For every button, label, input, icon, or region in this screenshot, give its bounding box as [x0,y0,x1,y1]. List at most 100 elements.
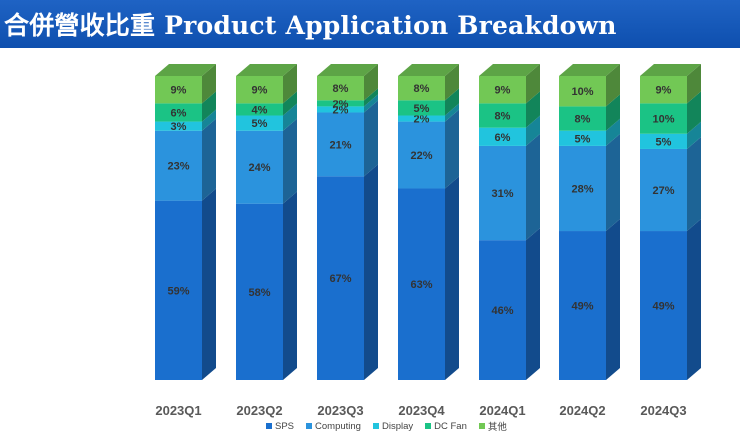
category-label: 2024Q3 [640,403,686,418]
legend-swatch [478,423,485,429]
bar-front [559,145,606,232]
bar-segment-Display-2023Q3: 2% [317,94,378,116]
bar-front [559,231,606,380]
bar-side [283,118,297,204]
bar-side [202,109,216,131]
bar-segment-DC Fan-2023Q3: 2% [317,88,378,110]
data-label: 63% [410,279,432,291]
bar-side [202,118,216,201]
bar-segment-Computing-2023Q1: 23% [155,118,216,201]
bar-segment-SPS-2024Q1: 46% [479,228,540,380]
bar-front [640,148,687,232]
legend-label: Computing [315,420,361,432]
bar-side [364,164,378,380]
bar-front [236,76,283,104]
data-label: 10% [571,86,593,98]
bar-segment-Display-2024Q3: 5% [640,121,701,149]
bar-top [559,64,620,76]
bar-side [445,176,459,380]
bar-segment-其他-2023Q4: 8% [398,64,459,101]
bar-group-2024Q2: 49% 28% 5% 8% 10% 2024Q2 [559,64,620,418]
bar-segment-SPS-2023Q3: 67% [317,164,378,380]
legend-swatch [306,423,313,429]
category-label: 2023Q2 [236,403,282,418]
bar-group-2024Q3: 49% 27% 5% 10% 9% 2024Q3 [640,64,701,418]
bar-front [559,76,606,107]
category-label: 2024Q1 [479,403,525,418]
data-label: 23% [167,161,189,173]
data-label: 67% [329,273,351,285]
bar-front [236,103,283,116]
bar-side [202,64,216,104]
bar-front [317,76,364,101]
bar-front [479,145,526,241]
bar-segment-Computing-2023Q4: 22% [398,109,459,189]
bar-front [398,115,445,122]
data-label: 28% [571,183,593,195]
data-label: 2% [333,98,349,110]
bar-segment-Display-2024Q2: 5% [559,118,620,146]
bar-front [640,231,687,380]
data-label: 8% [333,83,349,95]
bar-segment-DC Fan-2024Q1: 8% [479,91,540,128]
data-label: 9% [656,85,672,97]
legend-label: SPS [275,420,295,432]
bar-front [236,115,283,131]
bar-segment-其他-2023Q3: 8% [317,64,378,101]
bar-front [479,127,526,146]
bar-segment-Display-2024Q1: 6% [479,115,540,146]
bar-segment-DC Fan-2024Q2: 8% [559,94,620,131]
data-label: 2% [333,104,349,116]
legend-item: 其他 [478,419,507,433]
bar-side [687,219,701,380]
bar-segment-其他-2023Q1: 9% [155,64,216,104]
category-label: 2023Q1 [155,403,201,418]
bar-front [640,103,687,134]
bar-top [640,64,701,76]
bar-side [687,91,701,134]
bar-side [283,103,297,131]
legend-item: Display [372,420,414,432]
bar-side [364,64,378,101]
data-label: 8% [575,114,591,126]
data-label: 9% [495,85,511,97]
data-label: 6% [495,132,511,144]
bar-segment-DC Fan-2024Q3: 10% [640,91,701,134]
data-label: 8% [495,111,511,123]
bar-front [479,76,526,104]
legend-item: Computing [306,421,361,432]
bar-segment-其他-2024Q1: 9% [479,64,540,104]
bar-side [606,219,620,380]
bar-segment-SPS-2024Q3: 49% [640,219,701,380]
legend-label: DC Fan [434,420,467,432]
data-label: 24% [248,162,270,174]
bar-front [155,130,202,201]
legend-item: SPS [266,421,294,432]
bar-top [236,64,297,76]
bar-segment-Computing-2024Q2: 28% [559,133,620,232]
bar-side [606,118,620,146]
data-label: 5% [414,103,430,115]
data-label: 4% [252,104,268,116]
data-label: 10% [652,114,674,126]
bar-side [364,100,378,177]
bar-segment-DC Fan-2023Q4: 5% [398,88,459,116]
bar-front [398,121,445,189]
bar-segment-Computing-2023Q3: 21% [317,100,378,177]
bar-side [687,121,701,149]
bar-segment-SPS-2023Q1: 59% [155,188,216,380]
bar-group-2023Q3: 67% 21% 2%2% 8% 2023Q3 [317,64,378,418]
legend: SPS Computing Display DC Fan 其他 [266,419,507,433]
legend-label: Display [381,420,414,432]
bar-segment-其他-2024Q3: 9% [640,64,701,104]
bar-front [317,112,364,177]
bar-front [398,100,445,116]
bar-segment-SPS-2024Q2: 49% [559,219,620,380]
bar-group-2024Q1: 46% 31% 6% 8% 9% 2024Q1 [479,64,540,418]
bar-segment-SPS-2023Q4: 63% [398,176,459,380]
category-label: 2023Q4 [398,403,445,418]
bar-front [155,103,202,122]
category-label: 2024Q2 [559,403,605,418]
bar-front [640,133,687,149]
